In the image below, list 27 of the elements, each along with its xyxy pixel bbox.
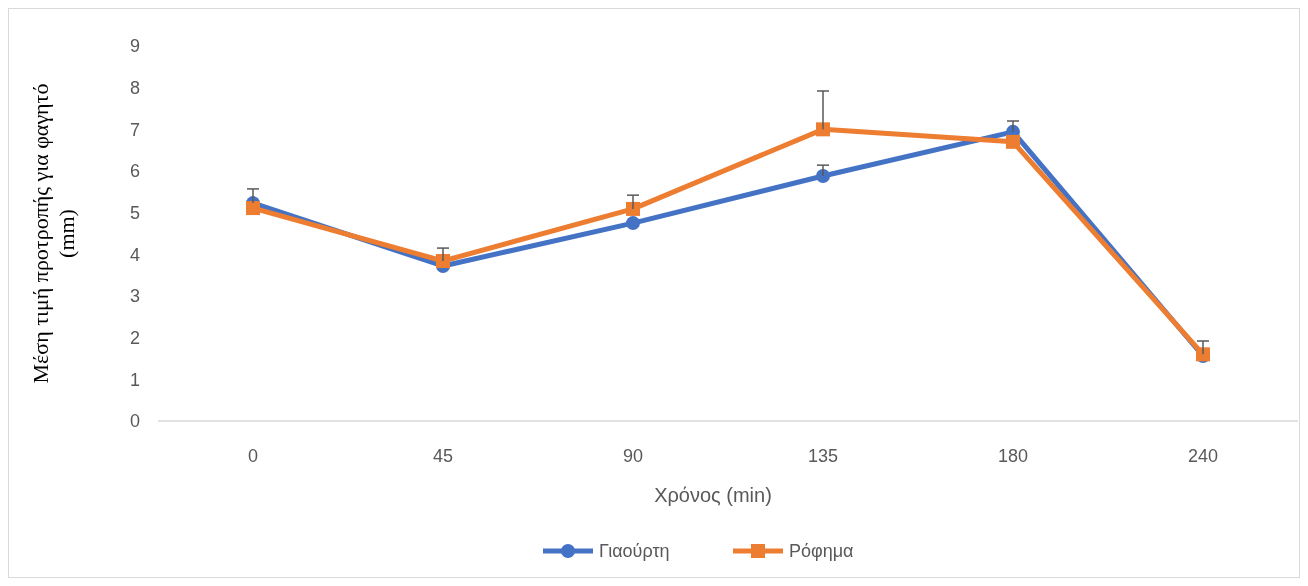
- point: [816, 169, 830, 183]
- y-tick-label: 3: [129, 286, 140, 307]
- y-tick-label: 1: [129, 369, 140, 390]
- point: [626, 216, 640, 231]
- x-tick-label: 240: [1187, 446, 1219, 467]
- point: [816, 122, 830, 137]
- x-tick-label: 0: [247, 446, 259, 467]
- legend-label: Γιαούρτη: [599, 541, 670, 562]
- y-tick-label: 8: [129, 77, 140, 98]
- point: [626, 201, 640, 216]
- point: [246, 201, 260, 216]
- y-tick-label: 4: [129, 244, 140, 265]
- y-tick-label: 5: [129, 202, 140, 223]
- x-tick-label: 45: [432, 446, 454, 467]
- y-tick-label: 6: [129, 161, 140, 182]
- y-axis-title: Μέση τιμή προτροπής για φαγητό (mm): [28, 83, 79, 384]
- y-tick-label: 7: [129, 119, 140, 140]
- legend-label: Ρόφημα: [789, 541, 854, 562]
- point: [436, 254, 450, 268]
- point: [1006, 134, 1020, 149]
- x-tick-label: 180: [997, 446, 1029, 467]
- y-tick-label: 9: [129, 36, 140, 57]
- x-tick-label: 135: [807, 446, 839, 467]
- x-tick-label: 90: [622, 446, 644, 467]
- y-tick-label: 2: [129, 327, 140, 348]
- y-tick-label: 0: [129, 411, 140, 432]
- x-axis-title: Χρόνος (min): [654, 484, 772, 506]
